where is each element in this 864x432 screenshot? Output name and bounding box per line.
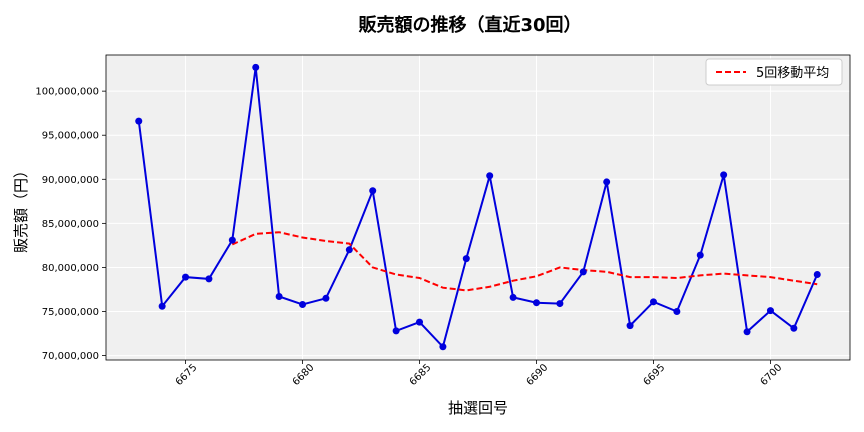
- x-tick-label: 6695: [642, 362, 668, 388]
- sales-point: [158, 302, 166, 310]
- y-tick-label: 100,000,000: [35, 87, 99, 98]
- sales-point: [416, 318, 424, 326]
- sales-point: [509, 293, 517, 301]
- legend-label-moving-average: 5回移動平均: [756, 66, 829, 81]
- sales-point: [205, 275, 213, 283]
- sales-point: [252, 63, 260, 71]
- sales-point: [579, 268, 587, 276]
- sales-point: [720, 171, 728, 179]
- y-tick-label: 90,000,000: [42, 175, 99, 186]
- sales-point: [275, 293, 283, 301]
- sales-point: [532, 299, 540, 307]
- sales-point: [649, 298, 657, 306]
- y-axis-ticks: 70,000,000 75,000,000 80,000,000 85,000,000…: [35, 87, 106, 362]
- sales-point: [556, 300, 564, 308]
- x-tick-label: 6690: [525, 362, 551, 388]
- sales-point: [790, 324, 798, 332]
- x-tick-label: 6675: [174, 362, 200, 388]
- sales-point: [345, 246, 353, 254]
- sales-point: [369, 187, 377, 195]
- plot-frame: [105, 54, 851, 361]
- sales-point: [743, 328, 751, 336]
- sales-point: [182, 273, 190, 281]
- sales-point: [322, 294, 330, 302]
- y-tick-label: 75,000,000: [42, 307, 99, 318]
- x-axis-ticks: 6675 6680 6685 6690 6695 6700: [174, 360, 785, 388]
- plot-area: [106, 55, 850, 360]
- legend: 5回移動平均: [705, 58, 843, 86]
- sales-point: [603, 178, 611, 186]
- sales-point: [462, 255, 470, 263]
- sales-point: [673, 308, 681, 316]
- y-axis-label: 販売額（円）: [12, 163, 30, 253]
- sales-point: [626, 322, 634, 330]
- y-tick-label: 85,000,000: [42, 219, 99, 230]
- sales-line: [137, 67, 819, 349]
- sales-point: [299, 300, 307, 308]
- x-tick-label: 6680: [291, 362, 317, 388]
- sales-point: [766, 307, 774, 315]
- x-tick-label: 6700: [759, 362, 785, 388]
- x-axis-label: 抽選回号: [448, 399, 508, 417]
- sales-point: [135, 117, 143, 125]
- sales-point: [696, 251, 704, 259]
- legend-box: [705, 58, 843, 86]
- moving-average-line: [231, 231, 818, 292]
- sales-point: [392, 327, 400, 335]
- y-tick-label: 70,000,000: [42, 351, 99, 362]
- y-tick-label: 95,000,000: [42, 131, 99, 142]
- sales-point: [486, 172, 494, 180]
- series-layer: [135, 63, 821, 351]
- chart-title: 販売額の推移（直近30回）: [358, 14, 581, 36]
- y-tick-label: 80,000,000: [42, 263, 99, 274]
- sales-point: [439, 343, 447, 351]
- x-tick-label: 6685: [408, 362, 434, 388]
- sales-point: [228, 236, 236, 244]
- sales-point: [813, 270, 821, 278]
